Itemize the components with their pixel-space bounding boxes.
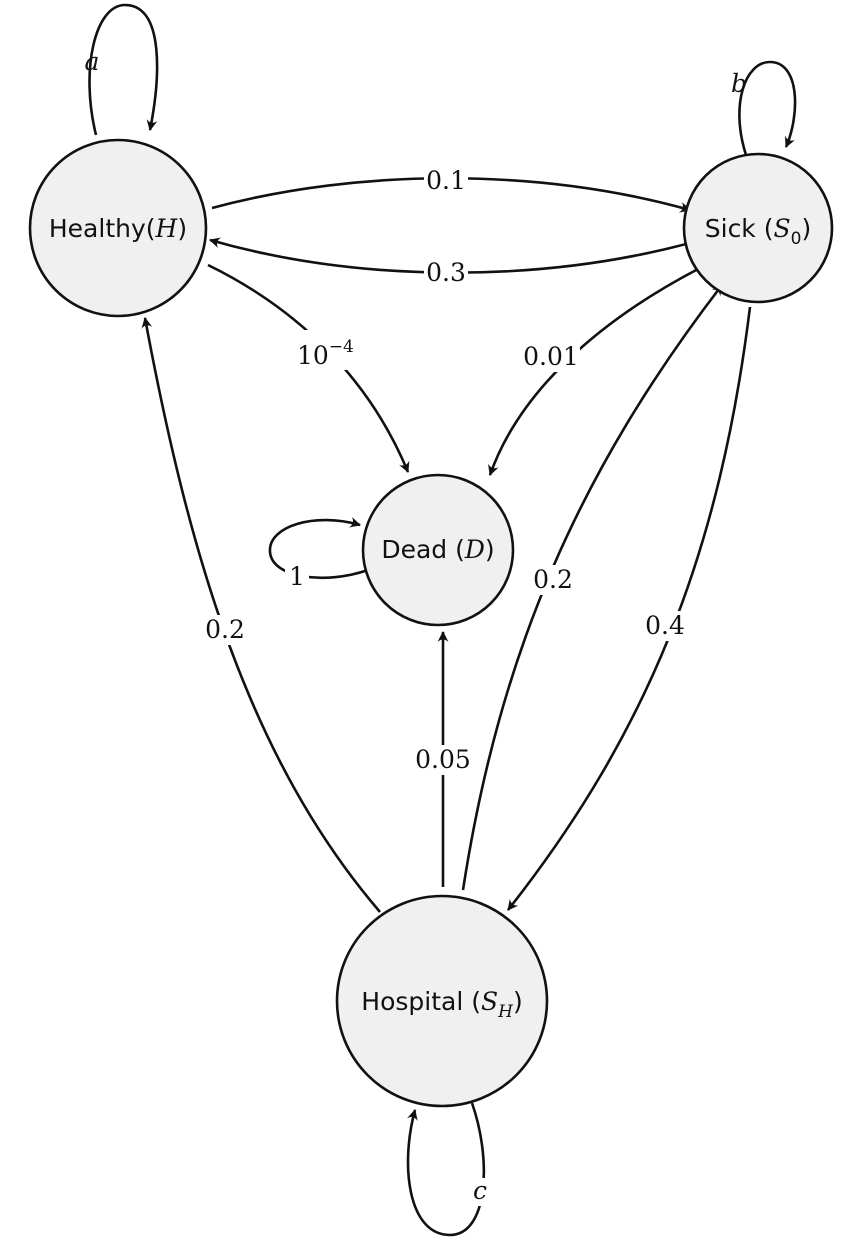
node-sick-name: Sick bbox=[705, 214, 764, 243]
label-hospital-to-dead-group: 0.05 bbox=[414, 745, 472, 775]
edge-hospital-self bbox=[406, 1102, 486, 1237]
edge-sick-to-hospital bbox=[506, 306, 752, 911]
edge-sick-to-dead bbox=[488, 266, 701, 476]
node-dead-name: Dead bbox=[381, 535, 455, 564]
label-sick-to-hospital: 0.4 bbox=[645, 611, 685, 640]
label-healthy-to-dead-group: 10−4 bbox=[292, 330, 364, 370]
node-healthy-symbol: H bbox=[155, 214, 179, 243]
node-dead: Dead (D) bbox=[361, 473, 515, 627]
svg-text:Dead (D): Dead (D) bbox=[381, 535, 494, 564]
label-dead-self-group: 1 bbox=[285, 562, 309, 592]
label-dead-self: 1 bbox=[289, 562, 305, 591]
label-healthy-to-sick: 0.1 bbox=[426, 166, 466, 195]
node-hospital-subscript: H bbox=[497, 1002, 514, 1022]
label-hospital-to-healthy-group: 0.2 bbox=[203, 615, 247, 645]
label-healthy-to-dead-exponent: −4 bbox=[329, 337, 354, 357]
label-sick-to-dead: 0.01 bbox=[523, 342, 579, 371]
edge-dead-self bbox=[268, 516, 369, 580]
edge-hospital-to-healthy bbox=[141, 317, 381, 913]
edge-sick-self bbox=[738, 60, 797, 156]
node-hospital: Hospital (SH) bbox=[335, 894, 549, 1108]
svg-text:Healthy(H): Healthy(H) bbox=[49, 214, 187, 243]
svg-text:Sick (S0): Sick (S0) bbox=[705, 214, 811, 249]
label-healthy-to-sick-group: 0.1 bbox=[424, 166, 468, 196]
label-hospital-to-sick-group: 0.2 bbox=[531, 565, 575, 595]
node-sick-subscript: 0 bbox=[791, 229, 802, 249]
node-sick-symbol: S bbox=[774, 214, 791, 243]
svg-text:Hospital (SH): Hospital (SH) bbox=[361, 987, 522, 1022]
node-hospital-name: Hospital bbox=[361, 987, 471, 1016]
label-sick-to-hospital-group: 0.4 bbox=[643, 611, 687, 641]
label-healthy-to-dead-base: 10 bbox=[297, 341, 329, 370]
node-sick: Sick (S0) bbox=[682, 152, 834, 304]
node-dead-symbol: D bbox=[464, 535, 485, 564]
label-hospital-to-healthy: 0.2 bbox=[205, 615, 245, 644]
label-sick-self: b bbox=[731, 69, 747, 98]
label-hospital-self: c bbox=[473, 1176, 487, 1205]
label-hospital-to-sick: 0.2 bbox=[533, 565, 573, 594]
label-sick-to-healthy: 0.3 bbox=[426, 258, 466, 287]
label-healthy-to-dead: 10−4 bbox=[297, 337, 354, 370]
edge-healthy-self bbox=[88, 3, 159, 136]
label-hospital-to-dead: 0.05 bbox=[415, 745, 471, 774]
label-sick-to-dead-group: 0.01 bbox=[522, 342, 580, 372]
label-healthy-self: a bbox=[85, 47, 100, 76]
node-hospital-symbol: S bbox=[481, 987, 498, 1016]
label-hospital-self-group: c bbox=[468, 1176, 492, 1206]
node-healthy: Healthy(H) bbox=[28, 138, 208, 318]
node-healthy-name: Healthy bbox=[49, 214, 146, 243]
label-sick-to-healthy-group: 0.3 bbox=[424, 258, 468, 288]
